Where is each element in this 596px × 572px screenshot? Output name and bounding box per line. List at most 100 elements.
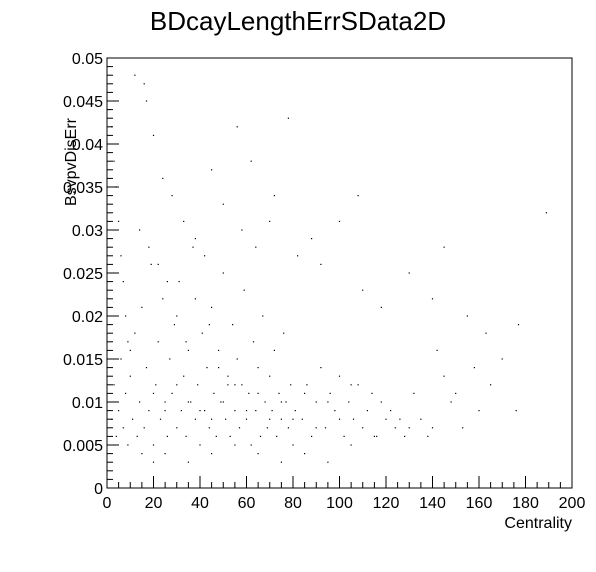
data-point [292, 444, 294, 446]
data-point [113, 384, 115, 386]
data-point [227, 375, 229, 377]
x-tick-label: 120 [373, 495, 400, 512]
data-point [204, 255, 206, 257]
data-point [241, 229, 243, 231]
data-point [122, 427, 124, 429]
data-point [199, 410, 201, 412]
x-tick-label: 0 [103, 495, 112, 512]
data-point [152, 392, 155, 394]
data-point [139, 401, 141, 403]
data-point [408, 272, 410, 274]
data-point [306, 384, 308, 386]
data-point [431, 427, 434, 429]
data-point [215, 435, 217, 437]
data-point [255, 410, 257, 412]
data-point [222, 401, 224, 403]
data-point [304, 392, 306, 394]
data-point [238, 427, 241, 429]
x-tick-label: 20 [145, 495, 163, 512]
data-point [187, 461, 189, 463]
data-point [157, 341, 159, 343]
x-tick-label: 80 [284, 495, 302, 512]
data-point [187, 401, 189, 403]
data-point [371, 392, 373, 394]
data-point [517, 324, 520, 326]
data-point [462, 427, 464, 429]
data-point [338, 418, 341, 420]
data-point [362, 427, 364, 429]
data-point [399, 418, 401, 420]
data-point [287, 427, 289, 429]
data-point [234, 384, 236, 386]
data-point [320, 367, 322, 369]
y-axis-ticks: 0 0.005 0.01 0.015 0.02 0.025 0.03 0.035 0.04 0.0… [63, 51, 119, 498]
x-tick-label: 60 [238, 495, 256, 512]
y-tick-label: 0.02 [72, 309, 103, 326]
data-point [373, 435, 375, 437]
data-point [232, 324, 234, 326]
data-point [148, 246, 150, 248]
data-point [431, 298, 434, 300]
data-point [385, 418, 387, 420]
data-point [297, 255, 299, 257]
data-point [159, 418, 162, 420]
data-point [366, 410, 368, 412]
y-tick-label: 0.035 [63, 180, 103, 197]
data-point [245, 418, 248, 420]
data-point [164, 410, 166, 412]
data-point [257, 367, 259, 369]
data-point [141, 306, 143, 308]
x-tick-label: 160 [466, 495, 493, 512]
data-point [178, 281, 180, 283]
data-point [490, 384, 492, 386]
data-point [166, 281, 168, 283]
data-point [245, 410, 248, 412]
data-point [269, 220, 271, 222]
data-point [292, 418, 294, 420]
x-tick-label: 140 [419, 495, 446, 512]
data-point [127, 341, 129, 343]
y-axis-label: BsvpvDisErr [63, 117, 80, 206]
data-point [352, 418, 355, 420]
data-point [176, 315, 178, 317]
data-point [266, 427, 268, 429]
data-point [204, 410, 206, 412]
data-point [285, 401, 287, 403]
data-point [485, 332, 487, 334]
data-point [420, 418, 422, 420]
data-point [290, 384, 292, 386]
data-point [150, 263, 152, 265]
data-point [404, 435, 406, 437]
data-point [169, 358, 171, 360]
data-point [252, 341, 255, 343]
data-point [327, 461, 329, 463]
data-point [139, 229, 141, 231]
data-point [243, 289, 245, 291]
data-point [241, 384, 243, 386]
data-point [134, 74, 136, 76]
data-point [164, 401, 166, 403]
data-point [348, 401, 350, 403]
data-point [194, 418, 196, 420]
y-tick-label: 0.025 [63, 266, 103, 283]
data-point [192, 246, 194, 248]
data-point [324, 427, 327, 429]
data-point [125, 392, 127, 394]
data-point [197, 384, 199, 386]
data-point [338, 375, 341, 377]
data-point [171, 195, 173, 197]
data-point [185, 341, 187, 343]
data-point [145, 100, 148, 102]
data-point [211, 306, 213, 308]
y-tick-label: 0.05 [72, 51, 103, 68]
x-tick-label: 40 [191, 495, 209, 512]
data-point [362, 289, 364, 291]
data-point [173, 324, 175, 326]
data-point [120, 358, 122, 360]
data-point [211, 169, 213, 171]
data-point [515, 410, 517, 412]
data-point [134, 332, 136, 334]
data-point [280, 401, 282, 403]
y-tick-label: 0.03 [72, 223, 103, 240]
